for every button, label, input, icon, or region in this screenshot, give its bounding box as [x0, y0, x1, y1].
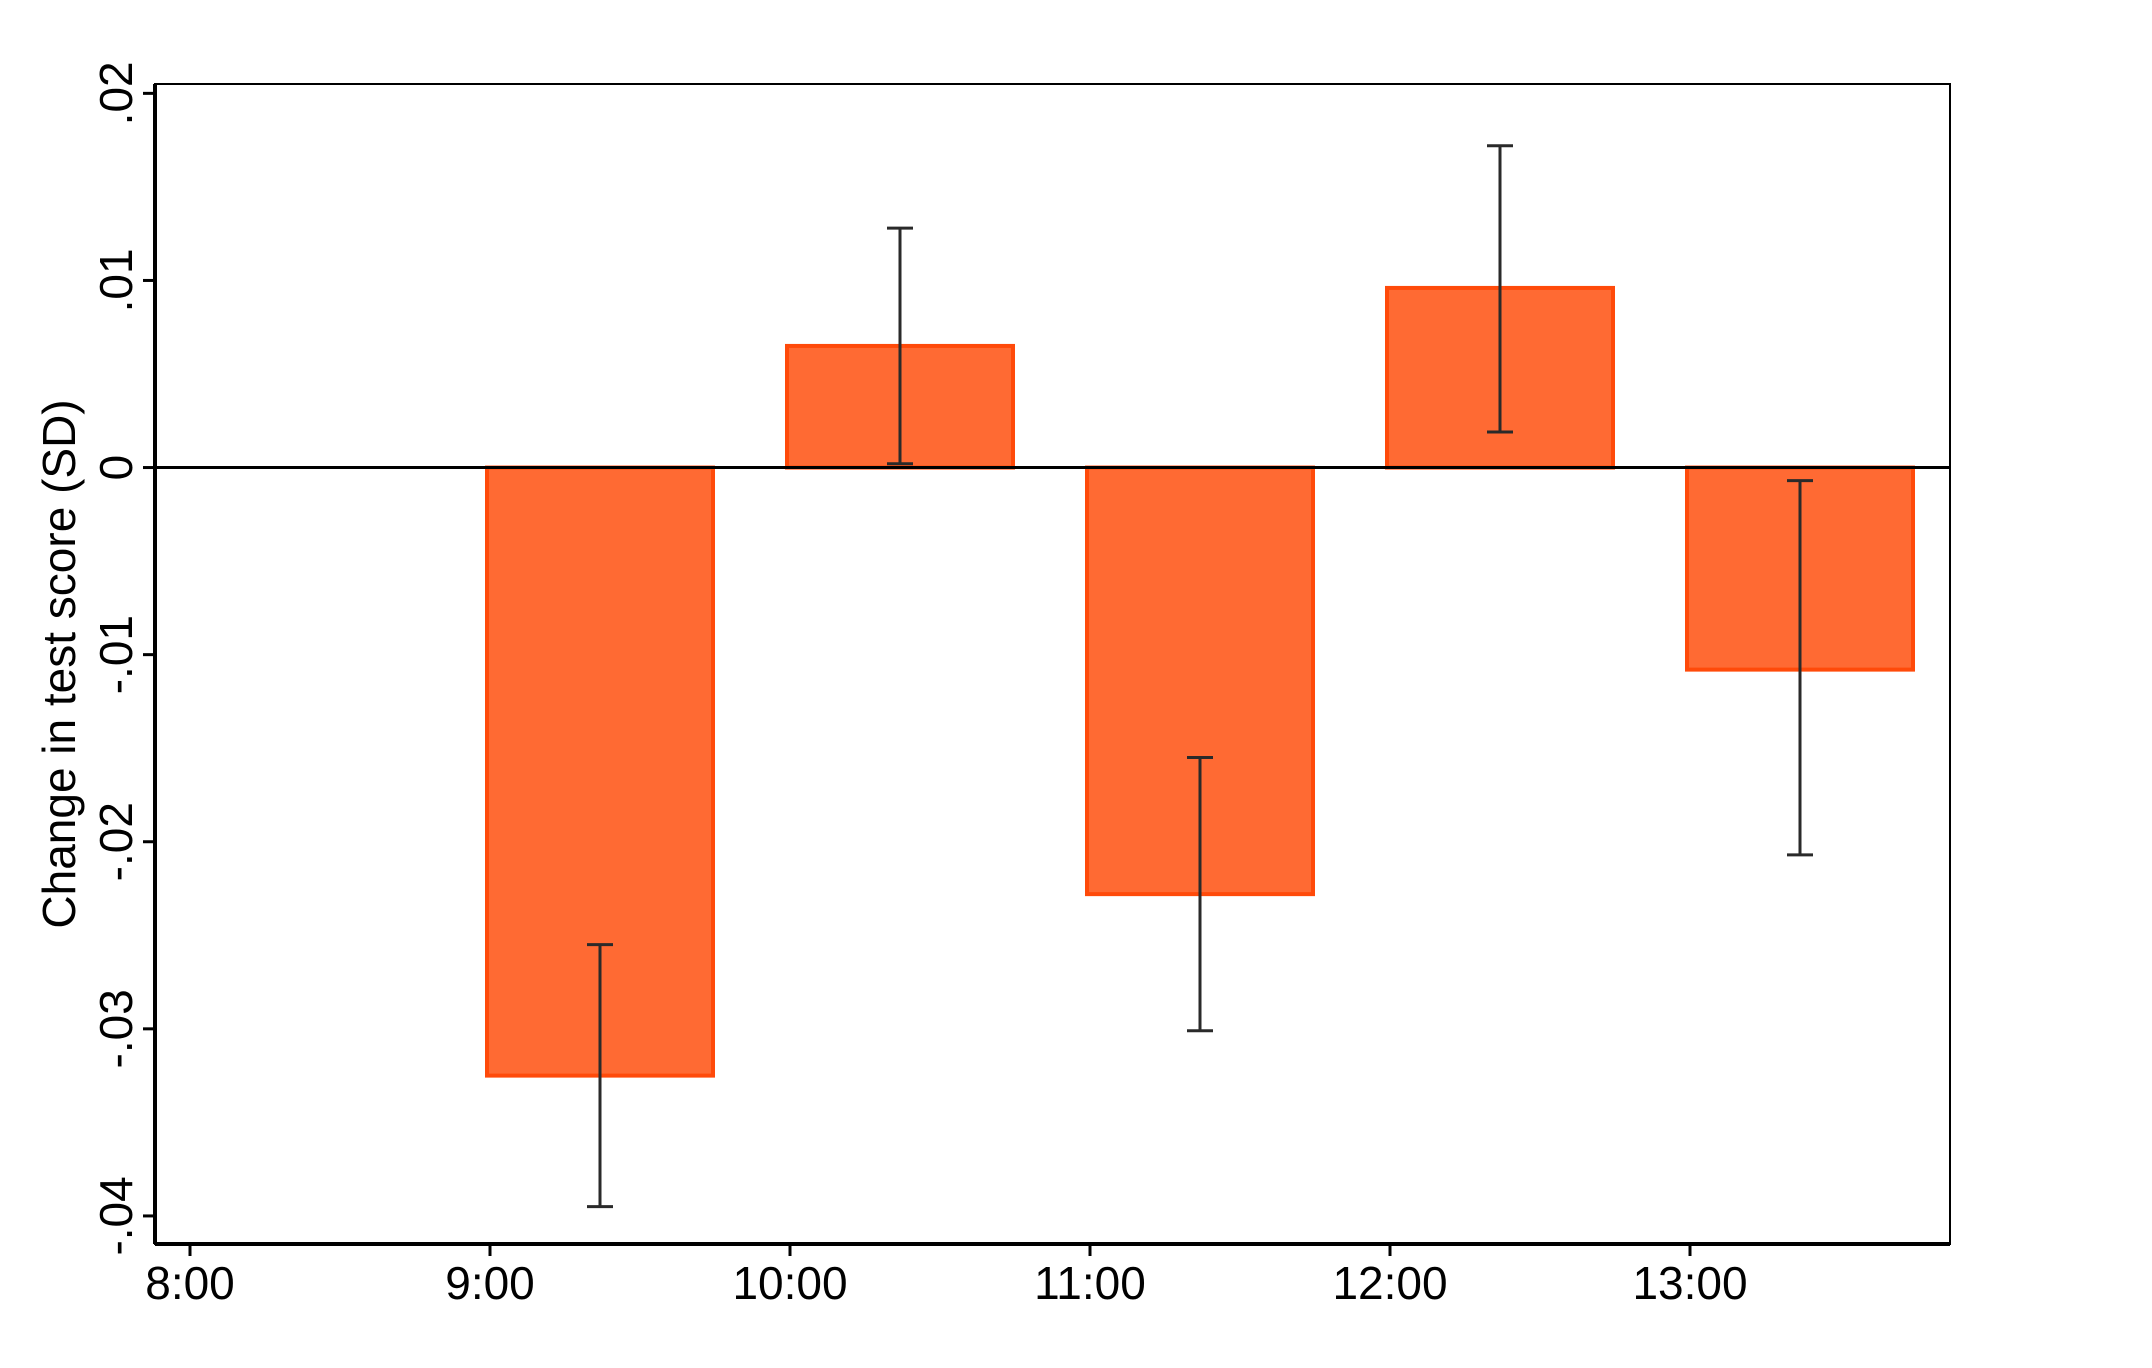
- error-bar-1000: [887, 226, 913, 466]
- plot-frame: [154, 83, 1951, 1245]
- x-tick-label: 11:00: [1034, 1257, 1146, 1309]
- x-tick-label: 10:00: [732, 1257, 847, 1309]
- x-tick-label: 8:00: [145, 1257, 235, 1309]
- error-bar-1100: [1187, 756, 1213, 1033]
- y-tick-label: -.01: [90, 615, 142, 694]
- y-tick-label: -.02: [90, 802, 142, 881]
- error-bar-1200: [1487, 144, 1513, 434]
- y-tick-label: -.03: [90, 989, 142, 1068]
- y-axis-ticks: -.04 -.03 -.02 -.01 0 .01 .02: [90, 61, 155, 1256]
- x-tick-label: 9:00: [445, 1257, 535, 1309]
- x-tick-label: 12:00: [1332, 1257, 1447, 1309]
- error-bar-900: [587, 943, 613, 1209]
- x-tick-label: 13:00: [1632, 1257, 1747, 1309]
- y-tick-label: -.04: [90, 1176, 142, 1255]
- error-bar-1300: [1787, 479, 1813, 857]
- y-tick-label: .02: [90, 61, 142, 125]
- y-axis-title: Change in test score (SD): [33, 399, 85, 928]
- y-tick-label: 0: [90, 455, 142, 481]
- x-axis-ticks: 8:00 9:00 10:00 11:00 12:00 13:00: [145, 1244, 1748, 1309]
- y-tick-label: .01: [90, 248, 142, 312]
- error-bars-layer: [587, 144, 1813, 1209]
